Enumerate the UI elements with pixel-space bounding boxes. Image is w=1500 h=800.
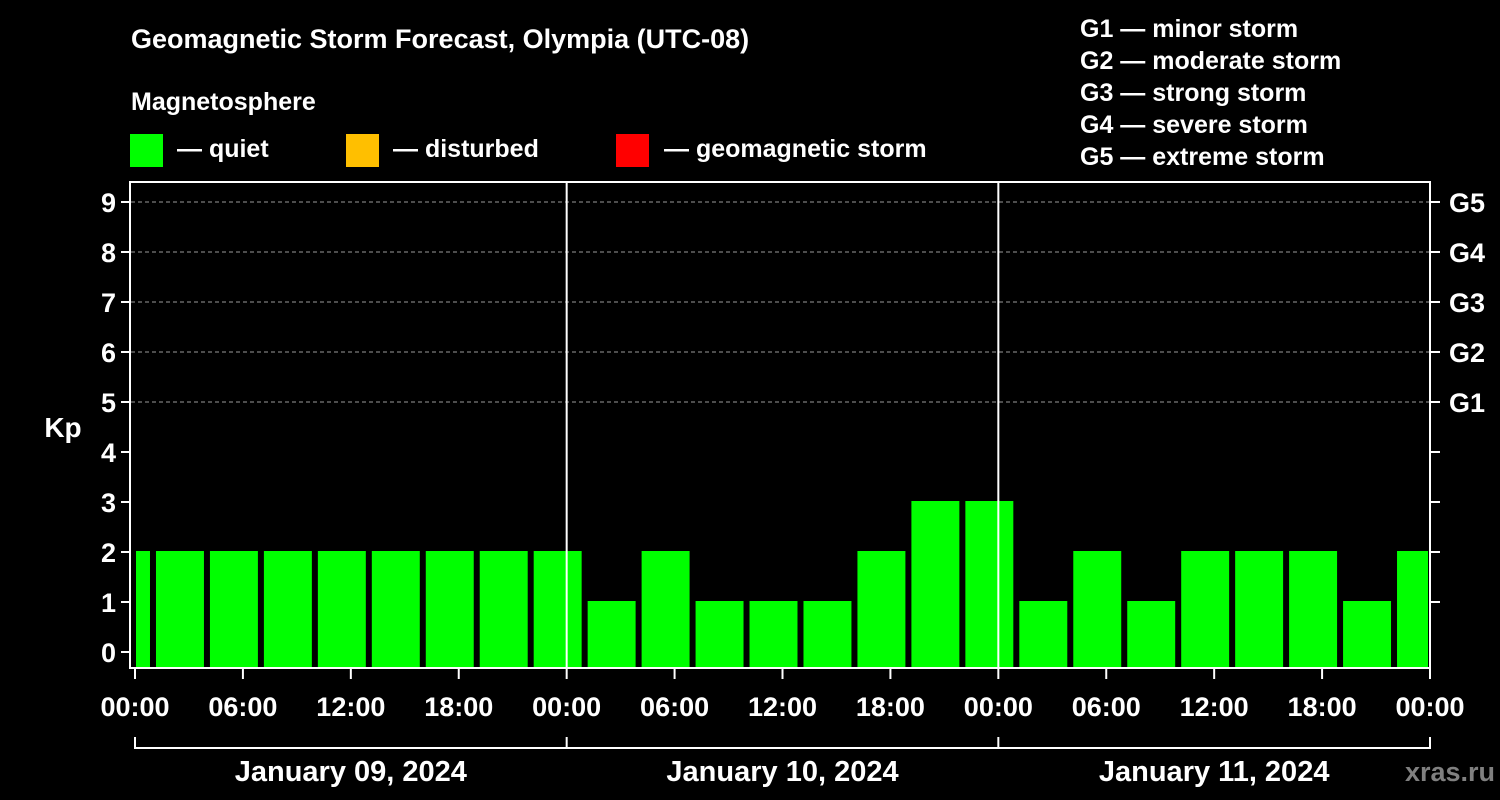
x-tick-label: 18:00 xyxy=(1288,692,1357,722)
y-tick-label: 2 xyxy=(101,538,116,568)
kp-bar xyxy=(695,601,744,668)
y-tick-label: 5 xyxy=(101,388,116,418)
kp-bar xyxy=(371,551,420,668)
kp-bar xyxy=(857,551,906,668)
storm-scale-g5: G5 — extreme storm xyxy=(1080,143,1325,171)
x-axis: 00:00 06:00 12:00 18:00 00:00 06:00 12:00 18:00… xyxy=(100,668,1465,722)
kp-bar xyxy=(317,551,366,668)
legend: — quiet — disturbed — geomagnetic storm xyxy=(130,134,927,167)
kp-bar xyxy=(1235,551,1284,668)
kp-bar xyxy=(1127,601,1176,668)
y-axis-right: G1 G2 G3 G4 G5 xyxy=(1430,188,1485,603)
g-level-label: G4 xyxy=(1449,238,1485,268)
kp-bar xyxy=(136,551,150,668)
kp-bar xyxy=(587,601,636,668)
kp-bar xyxy=(1397,551,1428,668)
x-tick-label: 12:00 xyxy=(316,692,385,722)
watermark: xras.ru xyxy=(1405,757,1495,787)
y-tick-label: 9 xyxy=(101,188,116,218)
legend-label-disturbed: — disturbed xyxy=(393,135,539,163)
y-tick-label: 0 xyxy=(101,638,116,668)
legend-label-storm: — geomagnetic storm xyxy=(664,135,927,163)
x-tick-label: 00:00 xyxy=(100,692,169,722)
kp-bar xyxy=(911,501,960,668)
x-tick-label: 06:00 xyxy=(1072,692,1141,722)
storm-scale-g2: G2 — moderate storm xyxy=(1080,47,1341,75)
y-tick-label: 7 xyxy=(101,288,116,318)
y-axis-left: 0 1 2 3 4 5 6 7 8 9 xyxy=(101,188,130,668)
kp-bar xyxy=(803,601,852,668)
g-level-label: G2 xyxy=(1449,338,1485,368)
y-tick-label: 3 xyxy=(101,488,116,518)
kp-bar xyxy=(1343,601,1392,668)
kp-bar xyxy=(749,601,798,668)
kp-bar xyxy=(1019,601,1068,668)
kp-bar xyxy=(479,551,528,668)
storm-scale-g4: G4 — severe storm xyxy=(1080,111,1308,139)
kp-bar xyxy=(425,551,474,668)
x-tick-label: 00:00 xyxy=(1395,692,1464,722)
day-label: January 10, 2024 xyxy=(666,756,898,788)
legend-label-quiet: — quiet xyxy=(177,135,269,163)
plot-frame xyxy=(129,181,1431,669)
y-tick-label: 8 xyxy=(101,238,116,268)
y-tick-label: 6 xyxy=(101,338,116,368)
storm-scale-g1: G1 — minor storm xyxy=(1080,15,1298,43)
g-level-label: G3 xyxy=(1449,288,1485,318)
chart-title: Geomagnetic Storm Forecast, Olympia (UTC… xyxy=(131,24,749,54)
kp-bar xyxy=(263,551,312,668)
plot-grid xyxy=(131,201,1429,403)
x-tick-label: 06:00 xyxy=(208,692,277,722)
g-level-label: G1 xyxy=(1449,388,1485,418)
y-tick-label: 4 xyxy=(101,438,116,468)
y-tick-label: 1 xyxy=(101,588,116,618)
storm-scale-legend: G1 — minor storm G2 — moderate storm G3 … xyxy=(1080,15,1341,171)
kp-bar xyxy=(155,551,204,668)
x-tick-label: 00:00 xyxy=(532,692,601,722)
kp-bar xyxy=(965,501,1014,668)
day-label: January 11, 2024 xyxy=(1099,756,1330,788)
x-tick-label: 12:00 xyxy=(748,692,817,722)
legend-heading: Magnetosphere xyxy=(131,88,316,116)
x-tick-label: 12:00 xyxy=(1180,692,1249,722)
kp-bars xyxy=(136,501,1428,668)
kp-bar xyxy=(1073,551,1122,668)
x-tick-label: 18:00 xyxy=(424,692,493,722)
x-tick-label: 00:00 xyxy=(964,692,1033,722)
y-axis-label: Kp xyxy=(44,412,81,443)
day-axis: January 09, 2024 January 10, 2024 January … xyxy=(134,737,1431,788)
kp-bar xyxy=(641,551,690,668)
legend-swatch-quiet xyxy=(130,134,163,167)
kp-bar xyxy=(209,551,258,668)
kp-bar xyxy=(1181,551,1230,668)
day-label: January 09, 2024 xyxy=(235,756,467,788)
kp-bar xyxy=(533,551,582,668)
legend-swatch-disturbed xyxy=(346,134,379,167)
kp-bar xyxy=(1289,551,1338,668)
x-tick-label: 18:00 xyxy=(856,692,925,722)
legend-swatch-storm xyxy=(616,134,649,167)
storm-scale-g3: G3 — strong storm xyxy=(1080,79,1306,107)
day-dividers xyxy=(565,182,1000,668)
g-level-label: G5 xyxy=(1449,188,1485,218)
x-tick-label: 06:00 xyxy=(640,692,709,722)
